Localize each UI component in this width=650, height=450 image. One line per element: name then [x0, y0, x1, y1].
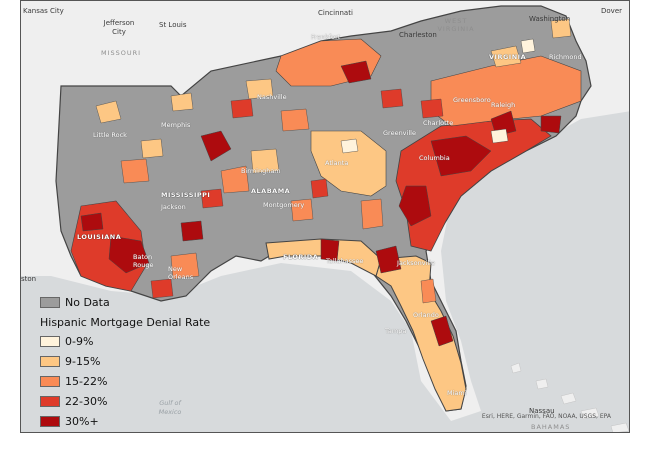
legend-item-4: 30%+	[40, 414, 99, 428]
legend-item-3: 22-30%	[40, 394, 107, 408]
legend-item-1: 9-15%	[40, 354, 100, 368]
label-louisiana: LOUISIANA	[77, 233, 122, 241]
label-bahamas: BAHAMAS	[531, 423, 571, 431]
legend-item-2: 15-22%	[40, 374, 107, 388]
label-virginia: VIRGINIA	[489, 53, 527, 61]
label-baton-rouge: Baton Rouge	[133, 253, 154, 269]
legend-label-0-9: 0-9%	[65, 334, 94, 348]
label-montgomery: Montgomery	[263, 201, 305, 209]
label-washington: Washington	[529, 15, 571, 23]
map-frame[interactable]: Kansas City Jefferson City St Louis MISS…	[20, 0, 630, 433]
label-tallahassee: Tallahassee	[326, 257, 364, 265]
label-mississippi: MISSISSIPPI	[161, 191, 211, 199]
choropleth-map[interactable]	[21, 1, 630, 433]
label-greenville: Greenville	[383, 129, 416, 137]
label-jefferson-city: Jefferson City	[103, 19, 135, 36]
legend-title: Hispanic Mortgage Denial Rate	[40, 316, 211, 329]
label-charlotte: Charlotte	[423, 119, 454, 127]
dark-red-clusters	[80, 60, 562, 347]
swatch-30-plus	[40, 415, 60, 427]
swatch-no-data	[40, 296, 60, 308]
map-attribution: Esri, HERE, Garmin, FAO, NOAA, USGS, EPA	[481, 413, 611, 420]
florida-panhandle	[265, 238, 382, 277]
label-new-orleans: New Orleans	[168, 265, 194, 281]
label-jackson: Jackson	[161, 203, 186, 211]
label-st-louis: St Louis	[159, 21, 187, 29]
orange-patches	[120, 108, 437, 304]
label-nassau: Nassau	[529, 407, 555, 415]
red-patches	[150, 88, 444, 299]
label-alabama: ALABAMA	[251, 187, 291, 195]
label-columbia: Columbia	[419, 154, 450, 162]
label-memphis: Memphis	[161, 121, 191, 129]
label-raleigh: Raleigh	[491, 101, 516, 109]
georgia-light-area	[310, 130, 387, 197]
light-patches	[95, 18, 572, 174]
label-west-virginia: WEST VIRGINIA	[437, 17, 475, 33]
label-birmingham: Birmingham	[241, 167, 281, 175]
label-charleston: Charleston	[399, 31, 437, 39]
swatch-0-9	[40, 335, 60, 347]
swatch-9-15	[40, 355, 60, 367]
label-houston: Houston	[20, 275, 37, 283]
legend-label-22-30: 22-30%	[65, 394, 108, 408]
label-dover: Dover	[601, 7, 622, 15]
label-gulf-of-mexico: Gulf of Mexico	[158, 399, 182, 416]
label-orlando: Orlando	[413, 311, 439, 319]
legend-no-data-label: No Data	[65, 295, 110, 309]
legend-label-15-22: 15-22%	[65, 374, 108, 388]
label-kansas-city: Kansas City	[23, 7, 64, 15]
label-atlanta: Atlanta	[325, 159, 349, 167]
label-tampa: Tampa	[385, 327, 407, 335]
swatch-15-22	[40, 375, 60, 387]
very-light-patches	[340, 38, 536, 154]
label-nashville: Nashville	[257, 93, 287, 101]
label-greensboro: Greensboro	[453, 96, 491, 104]
label-missouri: MISSOURI	[101, 49, 142, 57]
label-jacksonville: Jacksonville	[397, 259, 435, 267]
label-richmond: Richmond	[549, 53, 582, 61]
label-frankfort: Frankfort	[311, 33, 341, 41]
swatch-22-30	[40, 395, 60, 407]
legend-no-data: No Data	[40, 295, 110, 309]
label-cincinnati: Cincinnati	[318, 9, 353, 17]
legend-item-0: 0-9%	[40, 334, 93, 348]
legend-label-9-15: 9-15%	[65, 354, 101, 368]
label-miami: Miami	[447, 389, 467, 397]
legend-label-30-plus: 30%+	[65, 414, 99, 428]
bahamas-islands	[510, 362, 629, 432]
label-little-rock: Little Rock	[93, 131, 127, 139]
label-florida: FLORIDA	[283, 253, 319, 261]
